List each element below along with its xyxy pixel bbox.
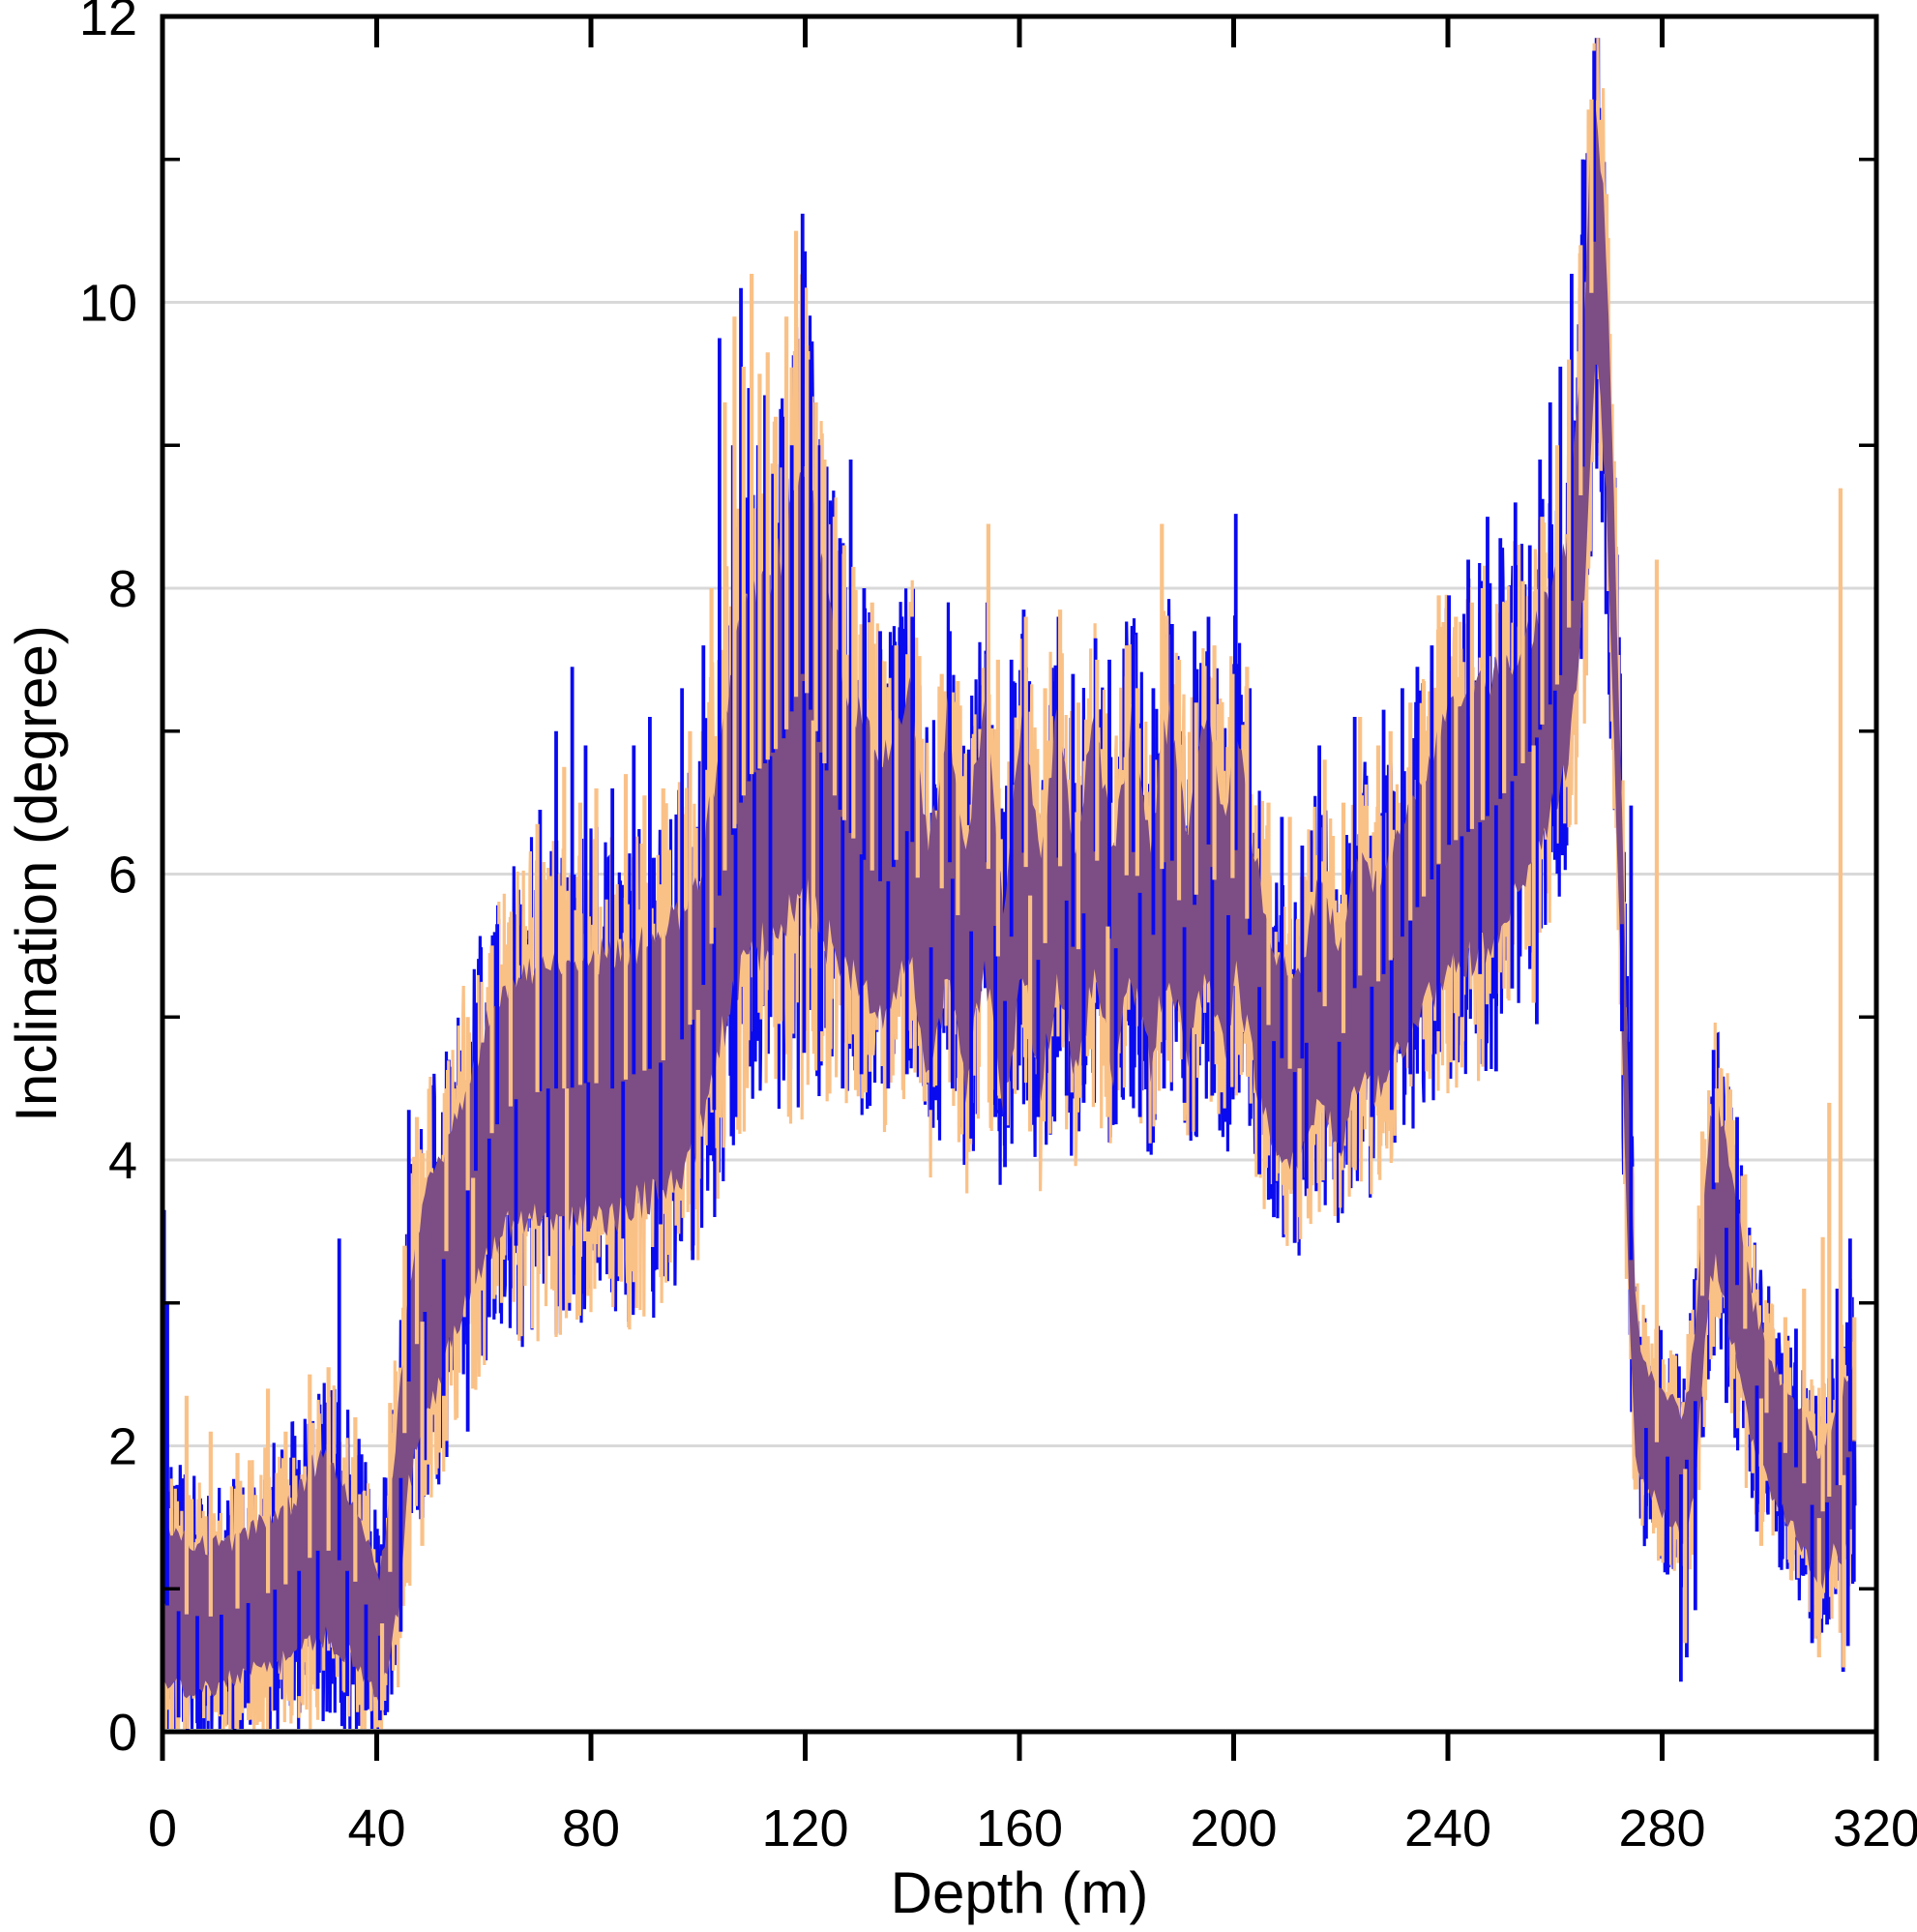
x-tick-label-240: 240 — [1404, 1799, 1491, 1858]
data-series — [162, 38, 1857, 1731]
y-tick-label-6: 6 — [108, 847, 137, 905]
x-tick-label-40: 40 — [347, 1799, 405, 1858]
y-tick-label-12: 12 — [79, 0, 137, 46]
x-tick-label-320: 320 — [1833, 1799, 1917, 1858]
x-tick-label-120: 120 — [761, 1799, 848, 1858]
y-tick-label-10: 10 — [79, 275, 137, 333]
x-tick-label-0: 0 — [148, 1799, 177, 1858]
axes-and-ticks — [160, 14, 1879, 1761]
x-axis-title: Depth (m) — [891, 1860, 1149, 1925]
x-tick-label-80: 80 — [562, 1799, 620, 1858]
x-tick-label-280: 280 — [1618, 1799, 1705, 1858]
y-tick-label-0: 0 — [108, 1704, 137, 1762]
y-axis-title: Inclination (degree) — [4, 625, 69, 1122]
y-tick-label-2: 2 — [108, 1418, 137, 1476]
x-tick-label-200: 200 — [1190, 1799, 1277, 1858]
x-tick-label-160: 160 — [976, 1799, 1063, 1858]
y-tick-label-4: 4 — [108, 1132, 137, 1190]
series-overlap-band — [162, 102, 1855, 1705]
tick-labels: 0 40 80 120 160 200 240 280 320 0 2 4 6 8 10 12 — [79, 0, 1917, 1858]
y-tick-label-8: 8 — [108, 560, 137, 618]
